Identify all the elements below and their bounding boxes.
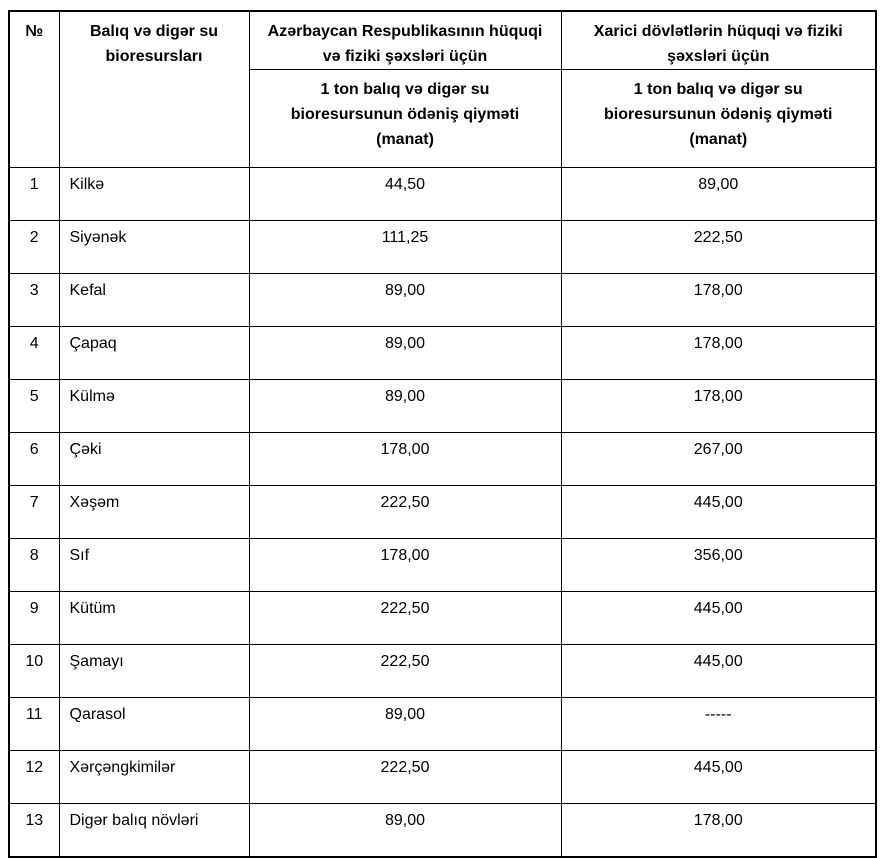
- foreign-price-cell: 445,00: [560, 591, 877, 645]
- az-price-cell: 178,00: [248, 432, 562, 486]
- table-row: 7 Xəşəm 222,50 445,00: [8, 485, 877, 539]
- row-number-cell: 1: [8, 167, 60, 221]
- row-number-cell: 9: [8, 591, 60, 645]
- row-number-cell: 13: [8, 803, 60, 858]
- foreign-price-cell: 222,50: [560, 220, 877, 274]
- az-price-cell: 111,25: [248, 220, 562, 274]
- table-row: 13 Digər balıq növləri 89,00 178,00: [8, 803, 877, 858]
- az-price-cell: 222,50: [248, 750, 562, 804]
- species-name-cell: Şamayı: [58, 644, 250, 698]
- az-price-subheader: 1 ton balıq və digər su bioresursunun öd…: [248, 69, 562, 168]
- row-number-cell: 3: [8, 273, 60, 327]
- az-price-cell: 222,50: [248, 485, 562, 539]
- species-name-cell: Kefal: [58, 273, 250, 327]
- num-column-header: №: [8, 10, 60, 168]
- row-number-cell: 8: [8, 538, 60, 592]
- az-price-cell: 222,50: [248, 591, 562, 645]
- species-name-cell: Çəki: [58, 432, 250, 486]
- table-row: 1 Kilkə 44,50 89,00: [8, 167, 877, 221]
- foreign-price-cell: 356,00: [560, 538, 877, 592]
- foreign-price-cell: 178,00: [560, 326, 877, 380]
- species-name-cell: Qarasol: [58, 697, 250, 751]
- az-price-cell: 89,00: [248, 697, 562, 751]
- az-price-cell: 222,50: [248, 644, 562, 698]
- header-sub-row: 1 ton balıq və digər su bioresursunun öd…: [9, 69, 877, 168]
- species-name-cell: Xərçəngkimilər: [58, 750, 250, 804]
- foreign-price-cell: 267,00: [560, 432, 877, 486]
- table-row: 3 Kefal 89,00 178,00: [8, 273, 877, 327]
- row-number-cell: 11: [8, 697, 60, 751]
- az-price-cell: 44,50: [248, 167, 562, 221]
- foreign-price-cell: 89,00: [560, 167, 877, 221]
- az-price-cell: 89,00: [248, 273, 562, 327]
- az-price-cell: 178,00: [248, 538, 562, 592]
- foreign-price-cell: 178,00: [560, 273, 877, 327]
- species-name-cell: Külmə: [58, 379, 250, 433]
- row-number-cell: 12: [8, 750, 60, 804]
- az-price-cell: 89,00: [248, 326, 562, 380]
- row-number-cell: 2: [8, 220, 60, 274]
- foreign-price-cell: 445,00: [560, 750, 877, 804]
- table-row: 12 Xərçəngkimilər 222,50 445,00: [8, 750, 877, 804]
- species-name-cell: Xəşəm: [58, 485, 250, 539]
- foreign-price-cell: 178,00: [560, 803, 877, 858]
- fish-bioresource-price-table: № Balıq və digər su bioresursları Azərba…: [8, 10, 877, 858]
- foreign-group-header: Xarici dövlətlərin hüquqi və fiziki şəxs…: [560, 10, 877, 70]
- az-price-cell: 89,00: [248, 803, 562, 858]
- table-row: 2 Siyənək 111,25 222,50: [8, 220, 877, 274]
- species-name-cell: Sıf: [58, 538, 250, 592]
- az-price-cell: 89,00: [248, 379, 562, 433]
- species-name-cell: Kütüm: [58, 591, 250, 645]
- table-row: 6 Çəki 178,00 267,00: [8, 432, 877, 486]
- row-number-cell: 10: [8, 644, 60, 698]
- species-column-header: Balıq və digər su bioresursları: [58, 10, 250, 168]
- foreign-price-cell: 445,00: [560, 644, 877, 698]
- table-row: 8 Sıf 178,00 356,00: [8, 538, 877, 592]
- table-row: 5 Külmə 89,00 178,00: [8, 379, 877, 433]
- foreign-price-cell: -----: [560, 697, 877, 751]
- table-row: 9 Kütüm 222,50 445,00: [8, 591, 877, 645]
- row-number-cell: 7: [8, 485, 60, 539]
- row-number-cell: 4: [8, 326, 60, 380]
- az-group-header: Azərbaycan Respublikasının hüquqi və fiz…: [248, 10, 562, 70]
- table-row: 4 Çapaq 89,00 178,00: [8, 326, 877, 380]
- foreign-price-subheader: 1 ton balıq və digər su bioresursunun öd…: [560, 69, 877, 168]
- row-number-cell: 5: [8, 379, 60, 433]
- species-name-cell: Kilkə: [58, 167, 250, 221]
- species-name-cell: Siyənək: [58, 220, 250, 274]
- table-row: 11 Qarasol 89,00 -----: [8, 697, 877, 751]
- species-name-cell: Digər balıq növləri: [58, 803, 250, 858]
- row-number-cell: 6: [8, 432, 60, 486]
- foreign-price-cell: 445,00: [560, 485, 877, 539]
- header-group-row: № Balıq və digər su bioresursları Azərba…: [8, 10, 877, 168]
- foreign-price-cell: 178,00: [560, 379, 877, 433]
- species-name-cell: Çapaq: [58, 326, 250, 380]
- table-row: 10 Şamayı 222,50 445,00: [8, 644, 877, 698]
